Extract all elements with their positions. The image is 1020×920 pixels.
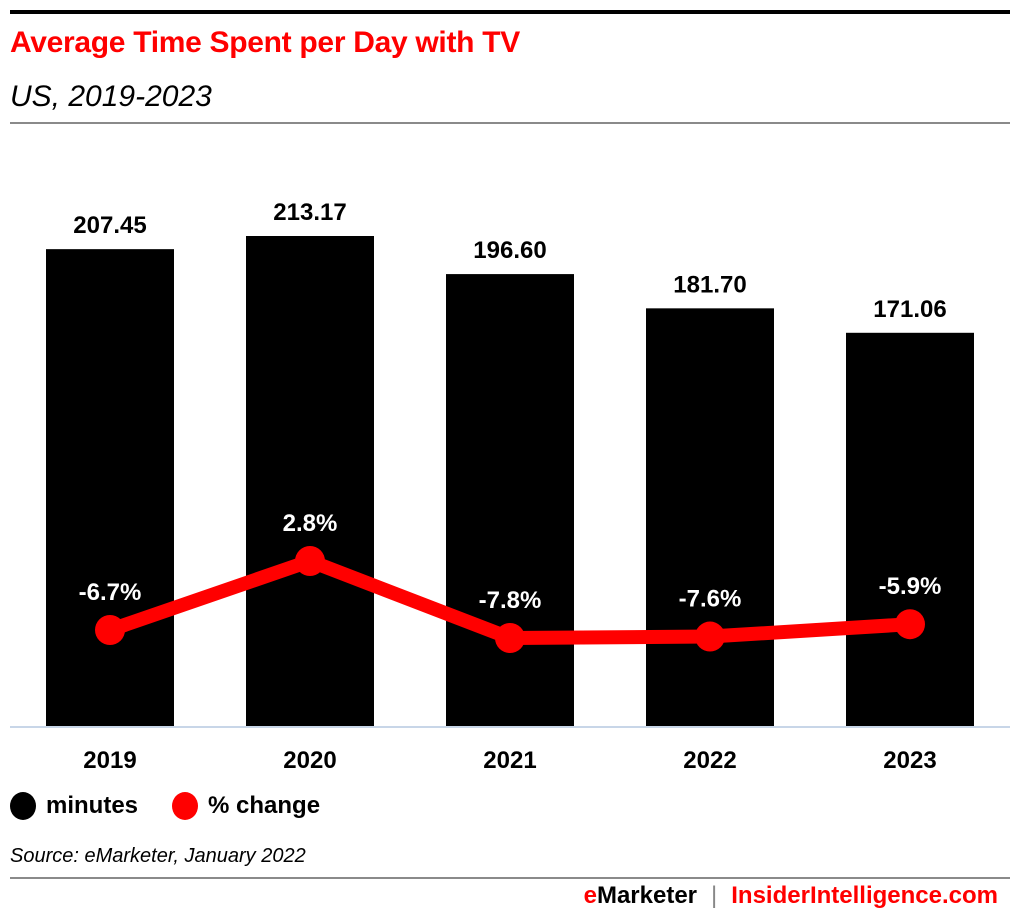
change-label-2022: -7.6% — [679, 586, 742, 613]
bar-2021 — [446, 274, 574, 726]
top-rule — [10, 10, 1010, 14]
bottom-rule — [10, 877, 1010, 879]
bar-2022 — [646, 308, 774, 726]
brand-marketer: Marketer — [596, 882, 698, 909]
bar-2019 — [46, 249, 174, 726]
bar-label-2022: 181.70 — [673, 271, 746, 298]
x-tick-2020: 2020 — [283, 747, 336, 774]
change-label-2021: -7.8% — [479, 587, 542, 614]
change-label-2020: 2.8% — [283, 510, 338, 537]
legend-swatch-change — [172, 792, 199, 820]
change-point-2020 — [295, 546, 325, 576]
chart-area: 207.45 2019 213.17 2020 196.60 2021 181.70 2022… — [10, 199, 1010, 774]
chart-title: Average Time Spent per Day with TV — [10, 26, 520, 59]
x-tick-2021: 2021 — [483, 747, 536, 774]
bar-label-2023: 171.06 — [873, 296, 946, 323]
bar-label-2020: 213.17 — [273, 199, 346, 226]
bar-label-2021: 196.60 — [473, 237, 546, 264]
footer-brand: e Marketer | InsiderIntelligence.com — [584, 882, 998, 910]
change-point-2022 — [695, 621, 725, 652]
legend-item-minutes: minutes — [10, 792, 138, 820]
x-tick-2023: 2023 — [883, 747, 936, 774]
brand-e: e — [583, 882, 597, 909]
change-label-2019: -6.7% — [79, 579, 142, 606]
legend-label-minutes: minutes — [46, 792, 139, 819]
legend: minutes % change — [10, 792, 354, 820]
change-point-2021 — [495, 623, 525, 653]
source-note: Source: eMarketer, January 2022 — [10, 845, 306, 867]
subtitle-rule — [10, 122, 1010, 124]
legend-label-change: % change — [208, 792, 321, 819]
legend-item-change: % change — [172, 792, 320, 820]
footer-separator: | — [711, 882, 718, 909]
x-tick-2019: 2019 — [83, 747, 136, 774]
x-tick-2022: 2022 — [683, 747, 736, 774]
change-label-2023: -5.9% — [879, 573, 942, 600]
change-point-2023 — [895, 609, 925, 640]
chart-subtitle: US, 2019-2023 — [10, 80, 212, 113]
legend-swatch-minutes — [10, 792, 36, 820]
bar-2020 — [246, 236, 374, 726]
bar-2023 — [846, 332, 974, 726]
brand-site[interactable]: InsiderIntelligence.com — [731, 882, 998, 909]
change-point-2019 — [95, 615, 125, 646]
bar-label-2019: 207.45 — [73, 212, 146, 239]
